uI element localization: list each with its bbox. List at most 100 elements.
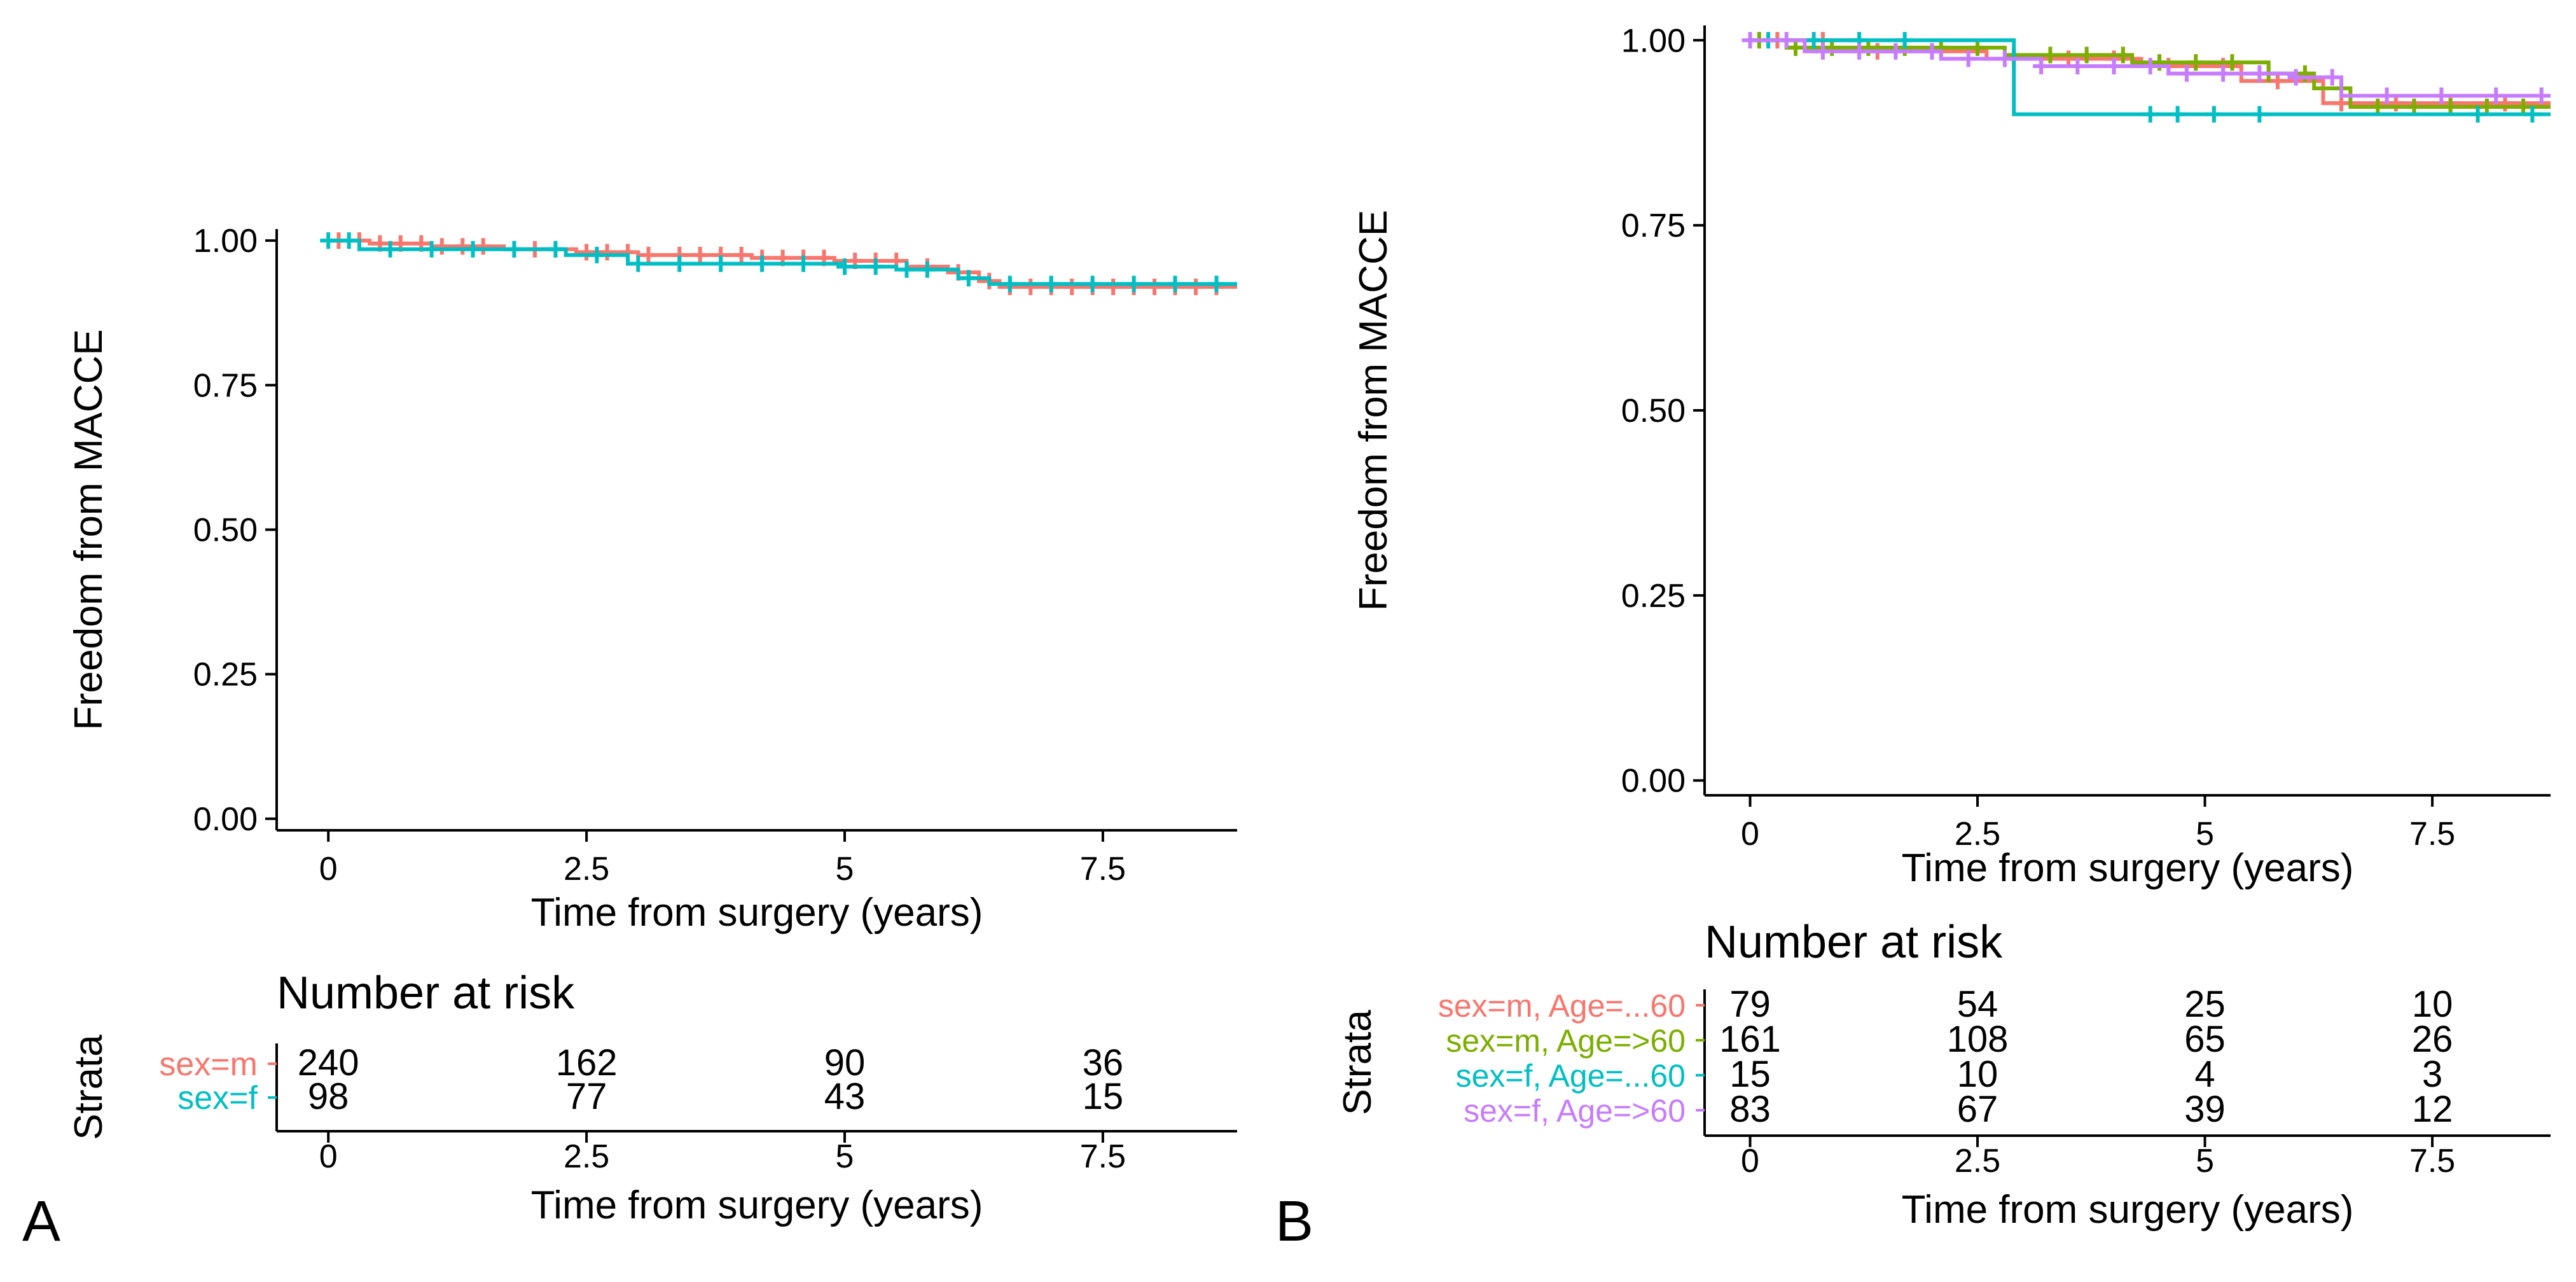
panel-a-risk-count: 43 — [824, 1076, 866, 1117]
panel-b-y-tick-label: 0.50 — [1621, 393, 1686, 429]
panel-a-censor-mark — [1022, 278, 1039, 295]
panel-a-censor-mark — [474, 238, 492, 255]
panel-b-risk-row-label: sex=f, Age=...60 — [1456, 1058, 1686, 1094]
panel-b-risk-count: 15 — [1729, 1054, 1771, 1095]
panel-a-censor-mark — [382, 240, 399, 258]
panel-a-censor-mark — [960, 270, 977, 287]
panel-a-x-tick-label: 2.5 — [564, 851, 609, 888]
panel-a-censor-mark — [836, 258, 854, 275]
panel-b-risk-count: 12 — [2412, 1089, 2453, 1130]
panel-b-censor-mark — [2205, 106, 2222, 123]
panel-b-risk-x-tick-label: 5 — [2196, 1143, 2214, 1180]
panel-a-censor-mark — [1001, 275, 1018, 293]
panel-a-risk-x-tick-label: 7.5 — [1080, 1138, 1126, 1175]
panel-b-censor-mark — [2151, 54, 2168, 71]
panel-b-censor-mark — [1896, 32, 1913, 49]
panel-a-censor-mark — [795, 255, 812, 272]
panel-a-censor-mark — [1084, 275, 1101, 293]
panel-a-risk-x-tick-label: 5 — [836, 1138, 854, 1175]
panel-b-risk-count: 4 — [2194, 1054, 2215, 1095]
panel-a: A 0.00 0.25 0.50 0.75 1.00 0 2.5 5 7.5 Time from … — [22, 223, 1237, 1253]
panel-b-x-tick-label: 2.5 — [1955, 816, 2000, 853]
panel-a-censor-mark — [433, 238, 450, 255]
panel-a-risk-count: 240 — [298, 1042, 359, 1083]
panel-a-censor-mark — [630, 255, 647, 272]
panel-a-censor-mark — [1208, 275, 1225, 293]
panel-b-censor-mark — [2142, 57, 2159, 74]
panel-b-censor-mark — [2069, 57, 2086, 74]
panel-b-risk-count: 10 — [2412, 984, 2453, 1025]
panel-b-x-axis-title: Time from surgery (years) — [1902, 846, 2354, 890]
panel-b-censor-mark — [2033, 57, 2050, 74]
panel-b-censor-mark — [2187, 54, 2205, 71]
panel-b-y-axis-title: Freedom from MACCE — [1352, 210, 1395, 611]
panel-b-risk-count: 67 — [1957, 1089, 1998, 1130]
panel-b-risk-x-tick-label: 2.5 — [1955, 1143, 2000, 1180]
panel-b-risk-count: 161 — [1719, 1019, 1781, 1060]
panel-a-risk-count: 90 — [824, 1042, 866, 1083]
panel-b-censor-mark — [2142, 106, 2159, 123]
panel-b-censor-mark — [1960, 50, 1977, 67]
panel-b-censor-mark — [2433, 87, 2450, 104]
panel-a-censor-mark — [423, 240, 440, 258]
panel-a-censor-mark — [1146, 278, 1163, 295]
panel-b-censor-mark — [2251, 65, 2268, 82]
panel-a-risk-row-label: sex=f — [177, 1080, 258, 1117]
panel-b-censor-mark — [1814, 43, 1831, 60]
panel-b-risk-table-title: Number at risk — [1705, 917, 2003, 968]
panel-a-censor-mark — [712, 255, 730, 272]
panel-b-x-tick-label: 7.5 — [2409, 816, 2455, 853]
panel-b-censor-mark — [2251, 106, 2268, 123]
panel-a-censor-mark — [454, 238, 471, 255]
panel-a-risk-row-label: sex=m — [159, 1046, 258, 1083]
panel-b-risk-count: 26 — [2412, 1019, 2453, 1060]
panel-a-censor-mark — [898, 261, 915, 278]
panel-b-y-tick-label: 0.25 — [1621, 578, 1686, 615]
panel-a-risk-strata-title: Strata — [67, 1035, 111, 1140]
panel-a-risk-x-axis-title: Time from surgery (years) — [531, 1183, 983, 1227]
panel-b-censor-mark — [1887, 43, 1904, 60]
panel-b-censor-mark — [2524, 106, 2541, 123]
panel-b-censor-mark — [2042, 46, 2059, 64]
panel-b-x-tick-label: 5 — [2196, 816, 2214, 853]
panel-a-risk-count: 36 — [1083, 1042, 1124, 1083]
panel-a-risk-x-tick-label: 2.5 — [564, 1138, 609, 1175]
panel-b-censor-mark — [1742, 32, 1759, 49]
panel-b-series-line — [1750, 38, 2551, 116]
panel-a-censor-mark — [1063, 278, 1081, 295]
panel-b-censor-mark — [2169, 106, 2186, 123]
panel-a-censor-mark — [671, 255, 688, 272]
panel-a-censor-mark — [464, 240, 481, 258]
panel-a-x-axis-title: Time from surgery (years) — [531, 891, 983, 935]
panel-a-censor-mark — [1125, 275, 1142, 293]
panel-b-censor-mark — [2378, 87, 2395, 104]
panel-a-risk-count: 77 — [566, 1076, 607, 1117]
panel-b-x-tick-label: 0 — [1741, 816, 1759, 853]
panel-a-censor-mark — [640, 246, 657, 263]
panel-a-censor-mark — [733, 246, 750, 263]
panel-b-censor-mark — [2114, 46, 2131, 64]
panel-b-censor-mark — [1851, 43, 1868, 60]
panel-b-censor-mark — [2469, 106, 2486, 123]
panel-b-censor-mark — [2215, 65, 2232, 82]
panel-b-censor-mark — [2488, 87, 2505, 104]
panel-b-risk-count: 79 — [1729, 984, 1771, 1025]
panel-b-censor-mark — [1805, 32, 1822, 49]
panel-a-x-tick-label: 5 — [836, 851, 854, 888]
panel-a-censor-mark — [1042, 275, 1060, 293]
panel-a-letter: A — [22, 1190, 60, 1253]
panel-a-censor-mark — [918, 261, 936, 278]
panel-b-risk-count: 108 — [1947, 1019, 2009, 1060]
panel-b-letter: B — [1275, 1190, 1313, 1253]
panel-a-censor-mark — [1167, 275, 1184, 293]
panel-a-risk-count: 162 — [556, 1042, 618, 1083]
panel-b-risk-row-label: sex=m, Age=>60 — [1446, 1023, 1686, 1059]
panel-b-y-tick-label: 1.00 — [1621, 22, 1686, 59]
panel-a-y-tick-label: 0.25 — [193, 657, 258, 693]
panel-a-y-tick-label: 0.50 — [193, 512, 258, 549]
panel-a-censor-mark — [691, 246, 709, 263]
panel-b-y-tick-label: 0.75 — [1621, 207, 1686, 244]
panel-a-x-tick-label: 0 — [319, 851, 338, 888]
panel-a-y-axis-title: Freedom from MACCE — [67, 329, 111, 730]
